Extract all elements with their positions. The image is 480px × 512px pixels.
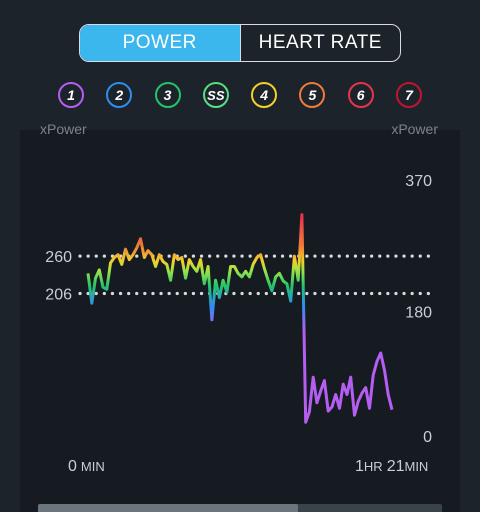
reference-label-260: 260	[45, 249, 72, 266]
right-axis-title: xPower	[391, 121, 438, 137]
metric-toggle: POWER HEART RATE	[79, 24, 401, 62]
zone-4-badge[interactable]: 4	[251, 82, 278, 108]
left-axis-title: xPower	[40, 121, 87, 137]
zone-ss-badge[interactable]: SS	[202, 82, 229, 108]
reference-label-206: 206	[45, 286, 72, 303]
tab-power[interactable]: POWER	[80, 25, 240, 61]
x-end-label: 1HR 21MIN	[355, 458, 428, 475]
zone-5-badge[interactable]: 5	[299, 82, 326, 108]
zone-7-badge[interactable]: 7	[395, 82, 422, 108]
zone-2-badge[interactable]: 2	[106, 82, 133, 108]
scrollbar-thumb[interactable]	[38, 504, 298, 512]
power-series-line	[86, 213, 394, 424]
right-tick-label-370: 370	[405, 173, 432, 190]
right-tick-label-180: 180	[405, 304, 432, 321]
zone-legend: 1 2 3 SS 4 5 6 7	[58, 82, 422, 108]
tab-heart-rate[interactable]: HEART RATE	[239, 25, 401, 61]
chart-panel	[20, 130, 460, 512]
x-start-label: 0 MIN	[68, 458, 105, 475]
chart-scrollbar[interactable]	[38, 504, 442, 512]
zone-6-badge[interactable]: 6	[347, 82, 374, 108]
zone-3-badge[interactable]: 3	[154, 82, 181, 108]
zone-1-badge[interactable]: 1	[58, 82, 84, 108]
right-tick-label-0: 0	[423, 429, 432, 446]
